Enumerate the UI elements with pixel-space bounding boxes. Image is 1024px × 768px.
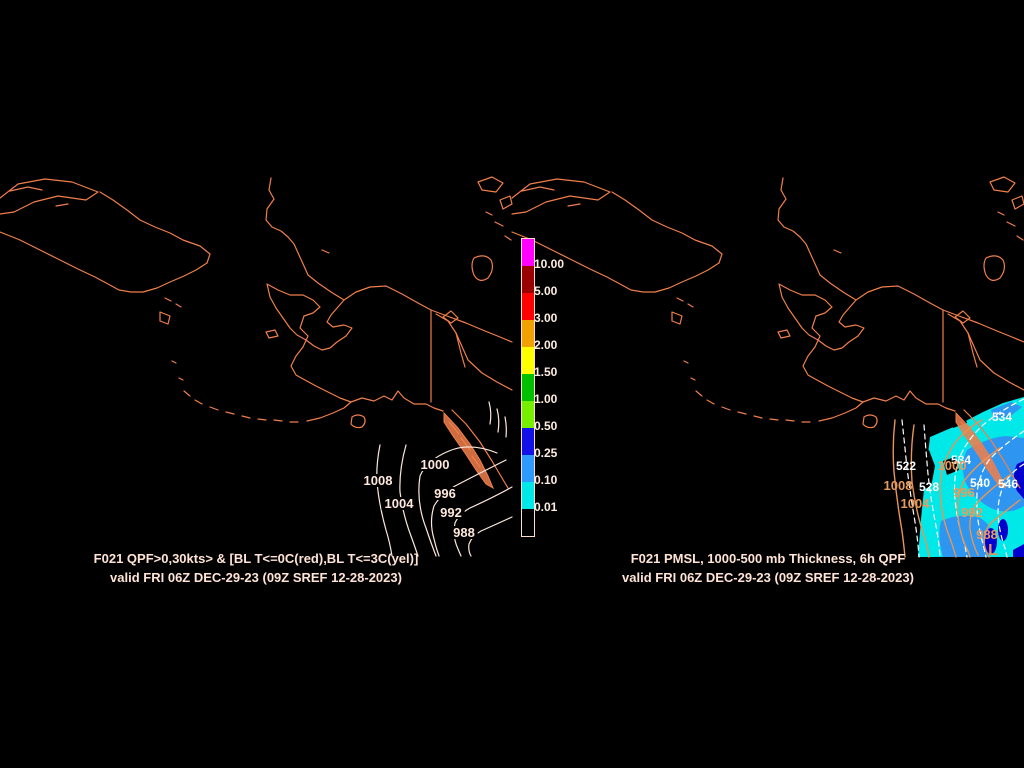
qpf-area-heavy [985, 528, 997, 554]
qpf-area-heavy [1013, 544, 1024, 557]
isobar-label: 988 [976, 527, 998, 542]
map-label: 992 [440, 505, 462, 520]
pmsl-isobar [983, 499, 1021, 558]
colorbar-block [522, 347, 534, 374]
thickness-label: 540 [970, 476, 990, 490]
colorbar-block [522, 455, 534, 482]
qpf-area-medium [991, 402, 1022, 418]
right-caption-valid: valid FRI 06Z DEC-29-23 (09Z SREF 12-28-… [622, 570, 914, 585]
thickness-contour [901, 419, 920, 558]
pressure-contour [399, 444, 419, 557]
pressure-contour [418, 446, 498, 557]
pmsl-isobar [956, 447, 1001, 558]
left-map-panel: 1008 1004 1000 996 992 988 [0, 176, 513, 557]
left-caption-title: F021 QPF>0,30kts> & [BL T<=0C(red),BL T<… [93, 551, 419, 566]
pressure-contour [376, 444, 393, 557]
map-label: 996 [434, 486, 456, 501]
contour-label-mask [417, 458, 453, 471]
contour-label-mask [450, 526, 478, 539]
colorbar-block [522, 509, 534, 536]
colorbar-tick-label: 0.25 [534, 446, 558, 460]
thickness-label: 546 [998, 477, 1018, 491]
pmsl-isobars [892, 419, 1021, 558]
pmsl-isobar [969, 474, 1011, 556]
pmsl-isobar [910, 424, 930, 558]
colorbar-block [522, 239, 534, 266]
map-label: 1008 [364, 473, 393, 488]
thickness-contour [923, 424, 941, 558]
colorbar-block [522, 266, 534, 293]
colorbar-tick-label: 0.01 [534, 500, 558, 514]
colorbar-tick-label: 3.00 [534, 311, 558, 325]
map-canvas: 1008 1004 1000 996 992 988 [0, 176, 1024, 559]
colorbar-tick-label: 1.50 [534, 365, 558, 379]
pressure-contours-left [376, 401, 513, 557]
pmsl-isobar [939, 419, 983, 558]
isobar-label: 1008 [884, 478, 913, 493]
thickness-contours [901, 398, 1024, 558]
pressure-contour [488, 401, 507, 438]
qpf-area-heavy [1014, 461, 1024, 499]
colorbar-block [522, 401, 534, 428]
qpf-clear-hole [943, 457, 959, 475]
thickness-contour [953, 398, 1024, 558]
colorbar-block [522, 428, 534, 455]
thickness-label: 534 [951, 453, 971, 467]
isobar-label: 1004 [901, 496, 931, 511]
thickness-label: 528 [919, 480, 939, 494]
colorbar-tick-label: 0.50 [534, 419, 558, 433]
thickness-label: 522 [896, 459, 916, 473]
colorbar-block [522, 374, 534, 401]
colorbar-tick-label: 1.00 [534, 392, 558, 406]
colorbar-tick-label: 5.00 [534, 284, 558, 298]
isobar-label: 992 [961, 505, 983, 520]
colorbar-tick-label: 0.10 [534, 473, 558, 487]
isobar-label: 996 [953, 485, 975, 500]
thickness-label: 534 [992, 410, 1012, 424]
pmsl-isobar [892, 419, 906, 558]
right-caption-title: F021 PMSL, 1000-500 mb Thickness, 6h QPF [630, 551, 906, 566]
colorbar-block [522, 482, 534, 509]
isobar-label: 1000 [938, 458, 967, 473]
colorbar-tick-label: 2.00 [534, 338, 558, 352]
qpf-area-heavy [998, 519, 1008, 541]
colorbar-block [522, 293, 534, 320]
pressure-contour [430, 459, 507, 557]
map-label: 1000 [421, 457, 450, 472]
colorbar-block [522, 320, 534, 347]
contour-label-mask [360, 474, 396, 487]
map-label: 988 [453, 525, 475, 540]
map-label: 1004 [385, 496, 415, 511]
thickness-contour [976, 430, 1024, 558]
left-caption-valid: valid FRI 06Z DEC-29-23 (09Z SREF 12-28-… [110, 570, 402, 585]
pressure-contour-labels-left: 1008 1004 1000 996 992 988 [360, 457, 478, 540]
contour-label-mask [437, 506, 465, 519]
contour-label-mask [431, 487, 459, 500]
colorbar-tick-label: 10.00 [534, 257, 565, 271]
low-pressure-marker: L [988, 542, 998, 559]
qpf-colorbar [521, 238, 535, 537]
contour-label-mask [381, 497, 417, 510]
